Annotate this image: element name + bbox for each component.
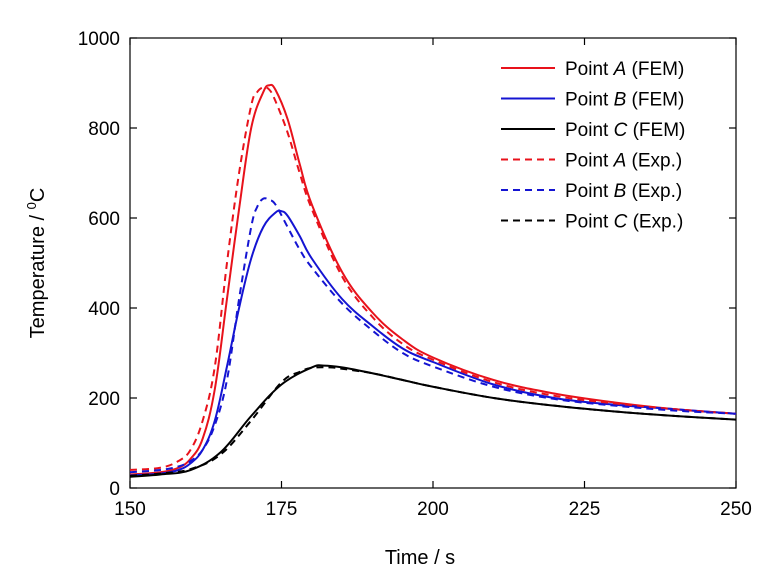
legend-label-suffix: (FEM) <box>626 90 684 111</box>
legend-label-prefix: Point <box>565 151 614 172</box>
legend-label-prefix: Point <box>565 181 614 202</box>
legend-label-point-id: A <box>613 151 627 172</box>
y-tick-label: 400 <box>88 299 120 320</box>
series-lines <box>129 83 737 478</box>
legend-label-prefix: Point <box>565 59 614 80</box>
legend-label-suffix: (FEM) <box>626 59 684 80</box>
legend-label-suffix: (Exp.) <box>626 151 682 172</box>
legend-label-5: Point B (Exp.) <box>565 181 682 202</box>
y-tick-label: 0 <box>109 479 120 500</box>
y-tick-label: 600 <box>88 209 120 230</box>
y-tick-label: 800 <box>88 119 120 140</box>
y-tick-label: 200 <box>88 389 120 410</box>
series-line-5 <box>129 197 737 474</box>
legend-label-point-id: C <box>614 120 628 141</box>
series-line-4 <box>129 86 737 471</box>
legend-label-prefix: Point <box>565 120 614 141</box>
axis-ticks: 150 175 200 225 250 0 200 400 600 800 1000 <box>78 29 752 520</box>
x-tick-label: 250 <box>720 499 752 520</box>
legend-label-suffix: (Exp.) <box>626 181 682 202</box>
y-tick-label: 1000 <box>78 29 120 50</box>
series-line-3 <box>129 364 737 478</box>
y-axis-label: Temperature / 0C <box>24 188 49 339</box>
x-tick-label: 150 <box>114 499 146 520</box>
legend-label-suffix: (FEM) <box>627 120 685 141</box>
legend-label-1: Point A (FEM) <box>565 59 684 80</box>
series-line-1 <box>129 83 737 476</box>
y-axis-label-suffix: C <box>27 188 49 202</box>
legend-label-point-id: C <box>614 212 628 233</box>
legend-label-prefix: Point <box>565 90 614 111</box>
y-axis-label-prefix: Temperature / <box>27 209 49 338</box>
legend-label-suffix: (Exp.) <box>627 212 683 233</box>
legend-label-point-id: B <box>614 90 627 111</box>
series-line-6 <box>129 366 737 477</box>
legend-label-3: Point C (FEM) <box>565 120 685 141</box>
legend-label-point-id: A <box>613 59 627 80</box>
x-axis-label: Time / s <box>385 547 455 569</box>
legend-label-prefix: Point <box>565 212 614 233</box>
legend-label-4: Point A (Exp.) <box>565 151 682 172</box>
legend: Point A (FEM)Point B (FEM)Point C (FEM)P… <box>501 59 685 233</box>
x-tick-label: 225 <box>569 499 601 520</box>
legend-label-point-id: B <box>614 181 627 202</box>
legend-label-2: Point B (FEM) <box>565 90 684 111</box>
x-tick-label: 175 <box>266 499 298 520</box>
legend-label-6: Point C (Exp.) <box>565 212 683 233</box>
x-tick-label: 200 <box>417 499 449 520</box>
y-axis-label-superscript: 0 <box>24 202 39 209</box>
